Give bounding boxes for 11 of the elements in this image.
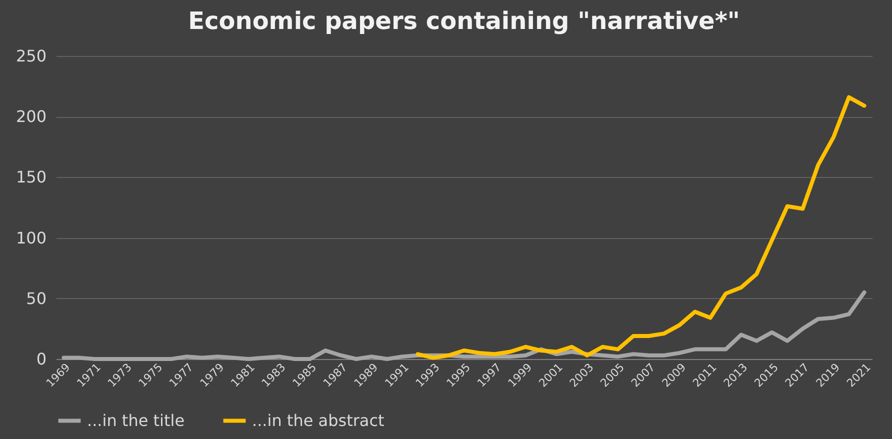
y-tick-label: 250: [16, 46, 46, 66]
legend-label: ...in the abstract: [252, 410, 384, 430]
y-tick-label: 0: [36, 350, 46, 368]
line-series: [62, 290, 866, 361]
y-tick-label: 200: [16, 107, 46, 126]
y-tick-label: 100: [16, 228, 46, 248]
y-tick-label: 150: [16, 168, 46, 187]
line-series: [416, 95, 866, 360]
legend-label: ...in the title: [87, 410, 185, 430]
y-tick-label: 50: [26, 288, 46, 308]
chart-title: Economic papers containing "narrative*": [188, 7, 740, 35]
